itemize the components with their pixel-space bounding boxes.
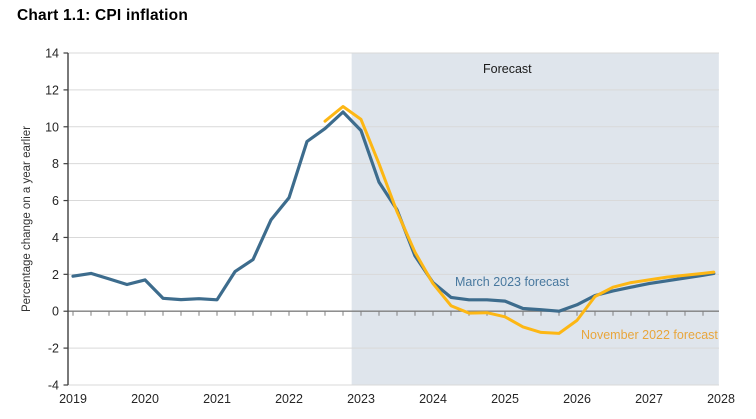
y-tick-label: 8	[52, 157, 59, 171]
chart-title: Chart 1.1: CPI inflation	[17, 7, 189, 24]
y-tick-label: 4	[52, 231, 59, 245]
y-tick-label: -4	[48, 379, 59, 393]
x-tick-label: 2021	[203, 392, 231, 406]
y-tick-label: -2	[48, 342, 59, 356]
y-tick-label: 14	[45, 47, 59, 61]
y-tick-label: 2	[52, 268, 59, 282]
y-tick-label: 10	[45, 120, 59, 134]
x-tick-label: 2020	[131, 392, 159, 406]
november-2022-forecast-label: November 2022 forecast	[581, 328, 718, 342]
y-tick-label: 6	[52, 194, 59, 208]
y-axis-title: Percentage change on a year earlier	[21, 126, 33, 312]
x-tick-label: 2028	[707, 392, 735, 406]
x-tick-label: 2024	[419, 392, 447, 406]
x-tick-label: 2022	[275, 392, 303, 406]
x-tick-label: 2019	[59, 392, 87, 406]
x-tick-label: 2023	[347, 392, 375, 406]
x-tick-label: 2026	[563, 392, 591, 406]
series-line-november-2022-forecast	[323, 105, 716, 335]
march-2023-forecast-label: March 2023 forecast	[455, 275, 569, 289]
x-tick-label: 2025	[491, 392, 519, 406]
x-tick-label: 2027	[635, 392, 663, 406]
y-tick-label: 0	[52, 305, 59, 319]
y-tick-label: 12	[45, 83, 59, 97]
forecast-region-label: Forecast	[483, 62, 532, 76]
